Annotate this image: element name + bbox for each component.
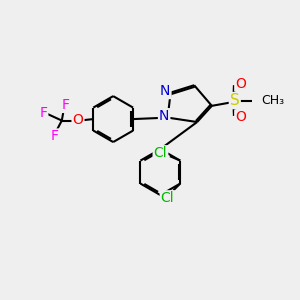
Text: F: F bbox=[51, 130, 59, 143]
Text: O: O bbox=[235, 110, 246, 124]
Text: N: N bbox=[160, 84, 170, 98]
Text: Cl: Cl bbox=[154, 146, 167, 160]
Text: F: F bbox=[61, 98, 70, 112]
Text: O: O bbox=[73, 113, 83, 127]
Text: CH₃: CH₃ bbox=[261, 94, 284, 107]
Text: N: N bbox=[159, 109, 169, 123]
Text: Cl: Cl bbox=[161, 191, 174, 205]
Text: S: S bbox=[230, 93, 240, 108]
Text: O: O bbox=[235, 77, 246, 91]
Text: F: F bbox=[39, 106, 47, 120]
